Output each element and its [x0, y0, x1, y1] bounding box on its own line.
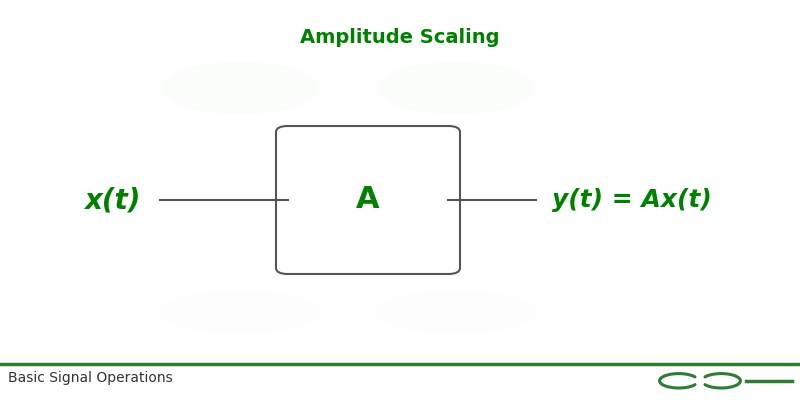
FancyBboxPatch shape [276, 126, 460, 274]
Text: y(t) = Ax(t): y(t) = Ax(t) [552, 188, 712, 212]
Text: Basic Signal Operations: Basic Signal Operations [8, 371, 173, 385]
Ellipse shape [376, 62, 536, 114]
Ellipse shape [160, 290, 320, 334]
Ellipse shape [160, 62, 320, 114]
Ellipse shape [376, 290, 536, 334]
Text: x(t): x(t) [84, 186, 140, 214]
Text: A: A [356, 186, 380, 214]
Text: Amplitude Scaling: Amplitude Scaling [300, 28, 500, 47]
